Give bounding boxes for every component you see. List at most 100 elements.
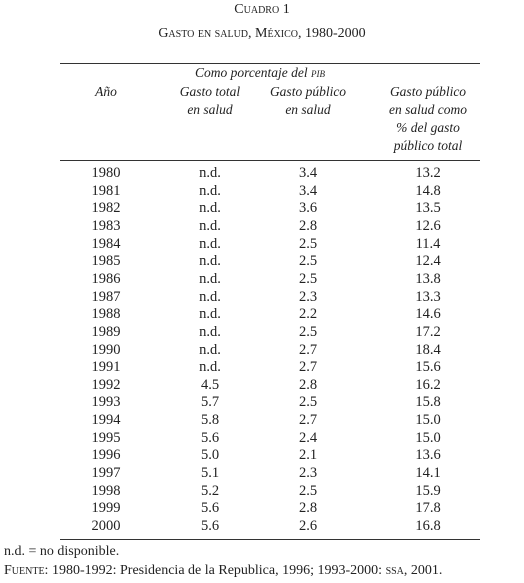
table-cell: 2.1 [298, 447, 318, 464]
table-cell: 2.8 [298, 217, 318, 234]
table-cell: 1996 [91, 447, 121, 464]
table-cell: 5.0 [200, 447, 220, 464]
table-cell: 5.6 [200, 500, 220, 517]
table-cell: 1997 [91, 465, 121, 482]
column-header: en salud [187, 102, 233, 117]
table-cell: 14.6 [415, 306, 441, 323]
top-rule [60, 63, 480, 64]
table-cell: 2.3 [298, 288, 318, 305]
table-cell: 5.2 [200, 482, 220, 499]
table-cell: 2.4 [298, 429, 318, 446]
table-cell: n.d. [199, 306, 221, 323]
table-cell: n.d. [199, 323, 221, 340]
table-cell: 15.0 [415, 429, 441, 446]
column-header: en salud [285, 102, 331, 117]
table-cell: 1987 [91, 288, 121, 305]
table-cell: 2.5 [298, 235, 318, 252]
table-cell: 2.5 [298, 270, 318, 287]
table-cell: 15.8 [415, 394, 441, 411]
table-cell: 11.4 [415, 235, 441, 252]
group-header-text: Como porcentaje del [194, 65, 312, 80]
table-cell: 2.6 [298, 518, 318, 534]
bottom-rule [60, 539, 480, 540]
table-cell: n.d. [199, 341, 221, 358]
header-rule [60, 160, 480, 161]
table-cell: 17.8 [415, 500, 441, 517]
table-cell: 1984 [91, 235, 121, 252]
group-header-abbr: pib [311, 65, 326, 80]
column-header: Año [95, 84, 117, 99]
column-header: Gasto total [179, 84, 241, 99]
table-title: Gasto en salud, México, 1980-2000 [158, 26, 366, 41]
column-header: público total [393, 138, 463, 153]
source-text: 1980-1992: Presidencia de la Republica, … [48, 563, 386, 578]
table-cell: 5.6 [200, 518, 220, 534]
table-cell: 1980 [91, 165, 121, 181]
table-cell: 1994 [91, 412, 121, 429]
table-cell: n.d. [199, 217, 221, 234]
table-cell: 1989 [91, 323, 121, 340]
table-cell: 1990 [91, 341, 121, 358]
table-cell: n.d. [199, 359, 221, 376]
table-cell: 2.5 [298, 482, 318, 499]
table-cell: 16.2 [415, 376, 441, 393]
table-cell: 1999 [91, 500, 121, 517]
table-cell: 1992 [91, 376, 121, 393]
table-cell: 1991 [91, 359, 121, 376]
table-cell: 13.6 [415, 447, 441, 464]
table-cell: n.d. [199, 253, 221, 270]
table-cell: 13.8 [415, 270, 441, 287]
table-cell: 15.9 [415, 482, 441, 499]
table-cell: 5.7 [200, 394, 220, 411]
table-cell: 1993 [91, 394, 121, 411]
column-header: Gasto público [389, 84, 467, 99]
source-org: ssa [385, 563, 404, 578]
table-cell: 5.6 [200, 429, 220, 446]
table-cell: 4.5 [200, 376, 220, 393]
table-cell: 13.2 [415, 165, 441, 181]
note: n.d. = no disponible. [4, 544, 120, 559]
source: Fuente: 1980-1992: Presidencia de la Rep… [4, 563, 442, 579]
table-cell: 1998 [91, 482, 121, 499]
source-text: , 2001. [403, 563, 443, 578]
table-cell: 2.3 [298, 465, 318, 482]
table-cell: 13.3 [415, 288, 441, 305]
column-header: Gasto público [269, 84, 347, 99]
column-header: % del gasto [396, 120, 460, 135]
table-cell: 12.6 [415, 217, 441, 234]
table-cell: 2.8 [298, 376, 318, 393]
table-cell: 2.7 [298, 341, 318, 358]
table-cell: n.d. [199, 270, 221, 287]
table-cell: 2.2 [298, 306, 318, 323]
table-cell: 1995 [91, 429, 121, 446]
table-cell: 3.4 [298, 182, 318, 199]
table-label: Cuadro 1 [234, 2, 290, 17]
table-cell: 12.4 [415, 253, 441, 270]
column-header: en salud como [389, 102, 467, 117]
table-cell: 13.5 [415, 200, 441, 217]
source-label: Fuente: [4, 563, 49, 578]
table-cell: 1985 [91, 253, 121, 270]
table-cell: 15.6 [415, 359, 441, 376]
table-cell: 2.7 [298, 412, 318, 429]
table-cell: 1983 [91, 217, 121, 234]
table-cell: 16.8 [415, 518, 441, 534]
table-cell: 2.5 [298, 323, 318, 340]
table-cell: n.d. [199, 182, 221, 199]
table-cell: 1988 [91, 306, 121, 323]
table-cell: n.d. [199, 165, 221, 181]
table-cell: 14.1 [415, 465, 441, 482]
table-cell: n.d. [199, 200, 221, 217]
table-cell: 1986 [91, 270, 121, 287]
table-cell: 2.7 [298, 359, 318, 376]
table-cell: 15.0 [415, 412, 441, 429]
table-cell: 14.8 [415, 182, 441, 199]
table-cell: 3.6 [298, 200, 318, 217]
table-cell: 5.8 [200, 412, 220, 429]
table-cell: 17.2 [415, 323, 441, 340]
table-cell: 2.5 [298, 253, 318, 270]
table-cell: n.d. [199, 288, 221, 305]
table-cell: 2.8 [298, 500, 318, 517]
table-cell: 1981 [91, 182, 121, 199]
